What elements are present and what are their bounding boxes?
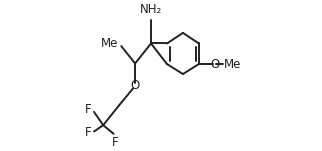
Text: F: F bbox=[85, 126, 91, 139]
Text: F: F bbox=[85, 103, 91, 116]
Text: Me: Me bbox=[100, 37, 118, 50]
Text: Me: Me bbox=[224, 58, 242, 71]
Text: O: O bbox=[130, 79, 140, 93]
Text: O: O bbox=[210, 58, 219, 71]
Text: F: F bbox=[112, 137, 118, 149]
Text: NH₂: NH₂ bbox=[140, 3, 162, 16]
